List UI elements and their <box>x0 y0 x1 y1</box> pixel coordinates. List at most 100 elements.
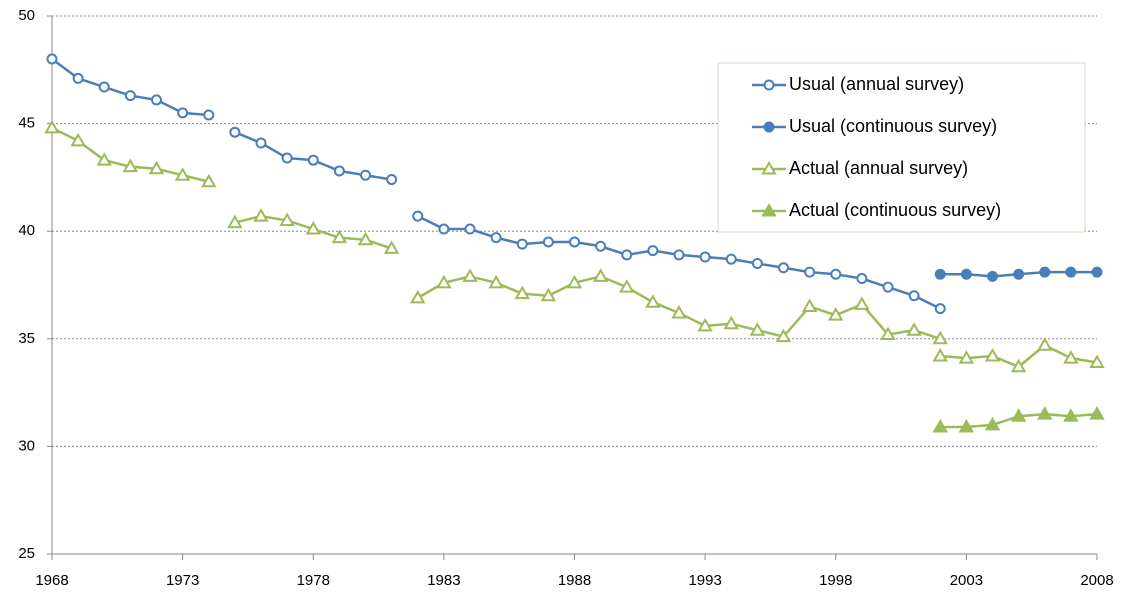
marker <box>1089 354 1105 368</box>
marker <box>958 350 975 364</box>
marker <box>725 253 737 265</box>
marker <box>436 274 452 289</box>
marker <box>804 266 816 278</box>
marker <box>514 285 530 300</box>
marker <box>203 109 215 121</box>
marker <box>1063 350 1079 364</box>
legend-marker <box>763 121 775 133</box>
y-tick-label: 30 <box>18 437 35 454</box>
marker <box>801 298 818 313</box>
marker <box>1013 268 1025 280</box>
x-tick-label: 1998 <box>819 572 852 589</box>
marker <box>360 169 371 181</box>
x-tick-label: 1973 <box>166 572 199 589</box>
marker <box>305 221 321 235</box>
marker <box>490 232 502 244</box>
marker <box>987 270 998 282</box>
marker <box>464 223 476 235</box>
legend-label: Usual (annual survey) <box>789 74 964 94</box>
marker <box>906 322 922 336</box>
x-tick-label: 1983 <box>427 572 460 589</box>
marker <box>307 154 319 166</box>
legend-label: Actual (annual survey) <box>789 158 968 178</box>
marker <box>958 419 975 433</box>
marker <box>908 290 920 302</box>
marker <box>647 245 659 257</box>
x-tick-label: 2003 <box>950 572 983 589</box>
marker <box>932 419 948 433</box>
marker <box>386 174 398 186</box>
marker <box>1089 406 1105 420</box>
marker <box>1063 408 1079 422</box>
marker <box>124 90 136 102</box>
marker <box>174 167 191 181</box>
marker <box>984 416 1001 431</box>
marker <box>279 212 295 226</box>
marker <box>934 303 946 315</box>
marker <box>880 326 896 340</box>
marker <box>488 274 504 289</box>
marker <box>1010 408 1027 422</box>
marker <box>333 165 345 177</box>
marker <box>830 268 842 280</box>
marker <box>540 287 557 302</box>
marker <box>932 348 948 362</box>
legend-box <box>717 62 1086 233</box>
marker <box>673 249 685 261</box>
marker <box>46 53 58 65</box>
marker <box>778 262 789 274</box>
marker <box>98 81 110 93</box>
marker <box>595 240 607 252</box>
marker <box>749 322 766 336</box>
marker <box>984 348 1001 362</box>
marker <box>177 107 189 119</box>
marker <box>671 304 687 319</box>
marker <box>621 249 633 261</box>
marker <box>201 173 217 188</box>
marker <box>410 289 426 304</box>
marker <box>960 268 972 280</box>
marker <box>331 229 348 244</box>
marker <box>882 281 894 293</box>
marker <box>619 279 635 293</box>
marker <box>775 328 792 343</box>
marker <box>281 152 293 164</box>
marker <box>934 268 946 280</box>
y-tick-label: 35 <box>18 330 35 347</box>
marker <box>932 330 948 345</box>
y-tick-label: 45 <box>18 115 35 132</box>
marker <box>542 236 554 248</box>
marker <box>516 238 528 250</box>
legend-marker <box>761 202 777 217</box>
marker <box>699 251 711 263</box>
y-tick-label: 50 <box>18 7 35 24</box>
x-tick-label: 1988 <box>558 572 591 589</box>
marker <box>70 132 86 147</box>
marker <box>1010 358 1027 373</box>
marker <box>1065 266 1077 278</box>
y-tick-label: 40 <box>18 222 35 239</box>
marker <box>148 160 165 175</box>
marker <box>569 236 580 248</box>
marker <box>383 240 400 254</box>
x-tick-label: 1968 <box>35 572 68 589</box>
marker <box>856 273 868 285</box>
legend: Usual (annual survey) Usual (continuous s… <box>717 62 1086 233</box>
marker <box>828 307 844 321</box>
marker <box>1037 337 1053 351</box>
legend-marker <box>761 160 777 175</box>
marker <box>751 257 763 269</box>
marker <box>72 72 84 84</box>
marker <box>854 296 870 310</box>
marker <box>44 119 60 134</box>
x-tick-label: 1978 <box>297 572 330 589</box>
marker <box>122 158 139 173</box>
marker <box>438 223 450 235</box>
marker <box>253 208 269 222</box>
marker <box>227 214 243 229</box>
marker <box>255 137 267 149</box>
marker <box>229 126 241 138</box>
marker <box>566 274 583 289</box>
y-tick-label: 25 <box>18 545 35 562</box>
